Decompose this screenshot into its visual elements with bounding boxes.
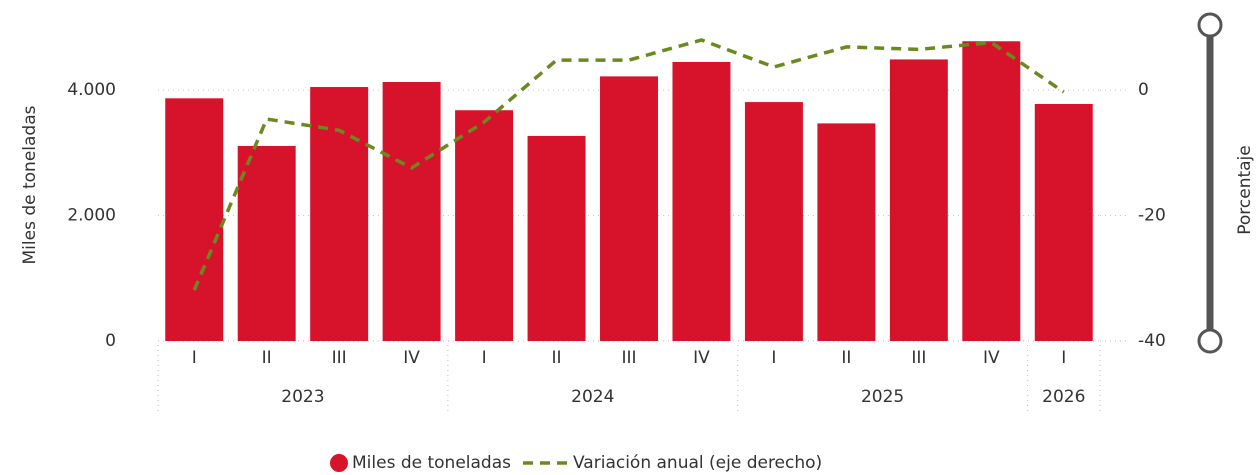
bar [600,76,658,341]
x-group-label: 2025 [861,387,904,407]
bar [889,59,948,342]
x-tick-label: II [262,348,272,368]
x-tick-label: III [911,348,926,368]
bar [165,98,224,341]
y2-tick-label: -40 [1138,331,1166,351]
x-tick-label: I [771,348,776,368]
x-tick-label: IV [983,348,1000,368]
bar [962,41,1021,342]
bar [237,145,296,341]
bar [382,82,441,341]
x-group-label: 2026 [1042,387,1085,407]
y2-tick-label: -20 [1138,206,1166,226]
bar [672,61,731,342]
bar [817,123,876,341]
line-series [192,38,1065,291]
y2-tick-label: 0 [1138,80,1149,100]
legend-label: Miles de toneladas [352,453,511,473]
x-group-label: 2024 [571,387,614,407]
legend-label: Variación anual (eje derecho) [573,453,822,473]
bar [744,102,803,341]
x-tick-label: I [482,348,487,368]
y2-axis-title: Porcentaje [1235,145,1255,235]
y-tick-label: 0 [105,331,116,351]
slider-handle[interactable] [1197,328,1223,354]
slider-handle[interactable] [1197,12,1223,38]
x-tick-label: II [841,348,851,368]
bar [1034,103,1093,342]
y-axis-title: Miles de toneladas [20,105,40,264]
x-tick-label: I [192,348,197,368]
x-tick-label: I [1061,348,1066,368]
bar [455,110,514,341]
x-tick-label: III [332,348,347,368]
x-group-label: 2023 [281,387,324,407]
x-tick-label: IV [693,348,710,368]
y-tick-label: 4.000 [67,80,116,100]
x-tick-label: II [552,348,562,368]
x-tick-label: IV [403,348,420,368]
bar [527,135,586,341]
legend-swatch [330,454,348,472]
bar [310,87,369,341]
x-tick-label: III [621,348,636,368]
y-tick-label: 2.000 [67,206,116,226]
